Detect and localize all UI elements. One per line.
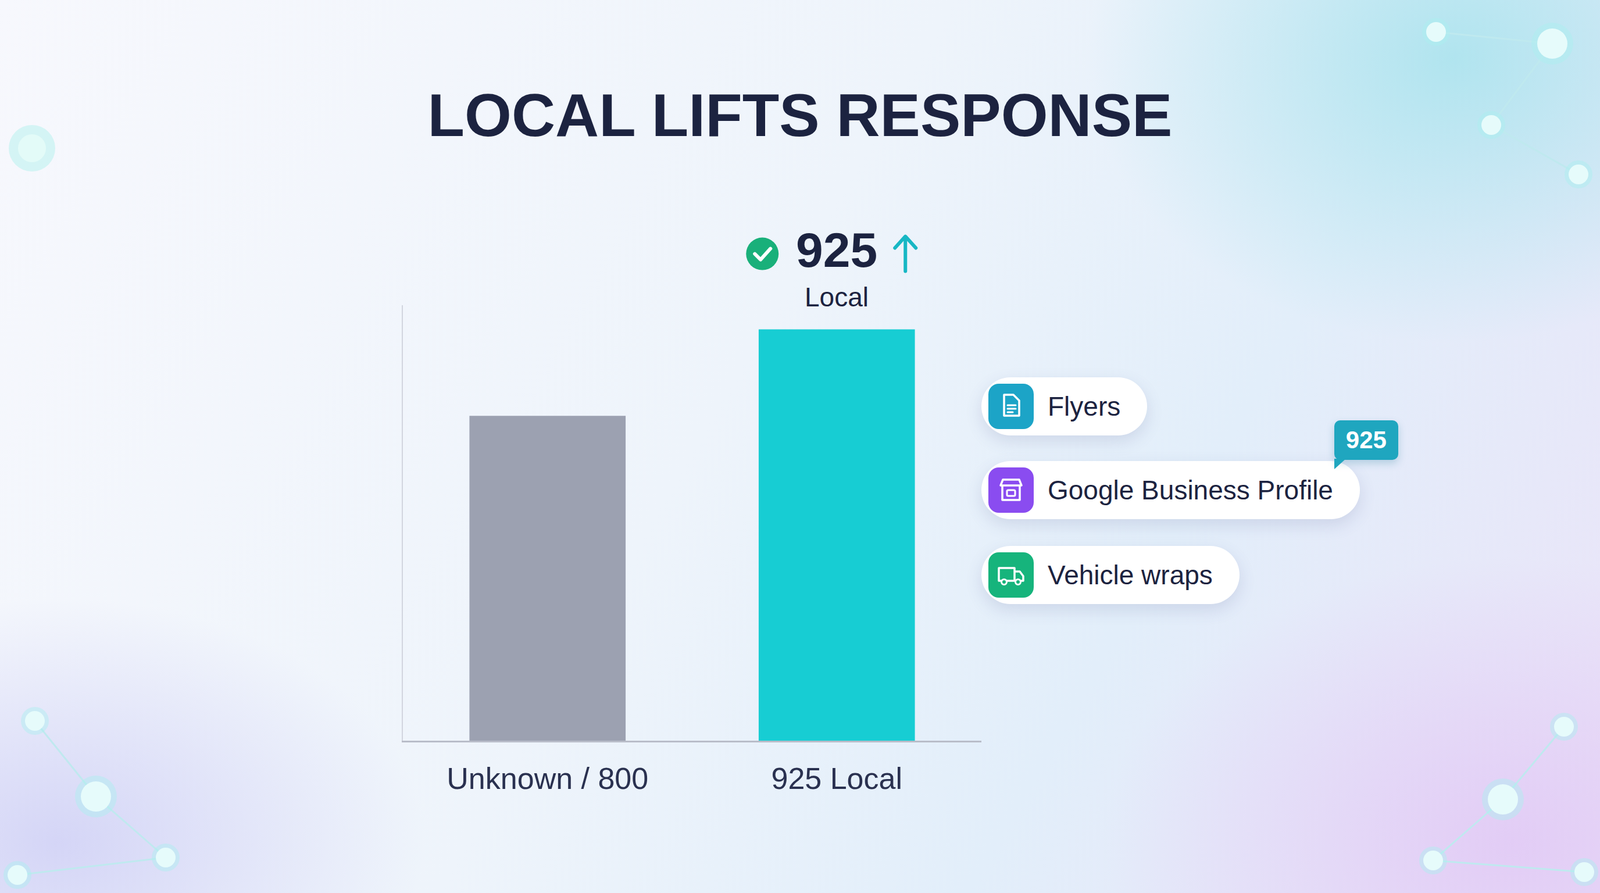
html-text:925: 925 [1345, 426, 1387, 454]
svg-text:925: 925 [795, 222, 878, 278]
svg-text:925 Local: 925 Local [770, 761, 903, 796]
html-text:Vehicle wraps: Vehicle wraps [1047, 559, 1213, 591]
svg-text:LOCAL LIFTS RESPONSE: LOCAL LIFTS RESPONSE [427, 81, 1173, 149]
html-text:Flyers: Flyers [1047, 391, 1121, 422]
html-text:Google Business Profile: Google Business Profile [1047, 475, 1334, 506]
svg-text:Local: Local [804, 281, 869, 313]
svg-text:Unknown / 800: Unknown / 800 [446, 761, 649, 796]
